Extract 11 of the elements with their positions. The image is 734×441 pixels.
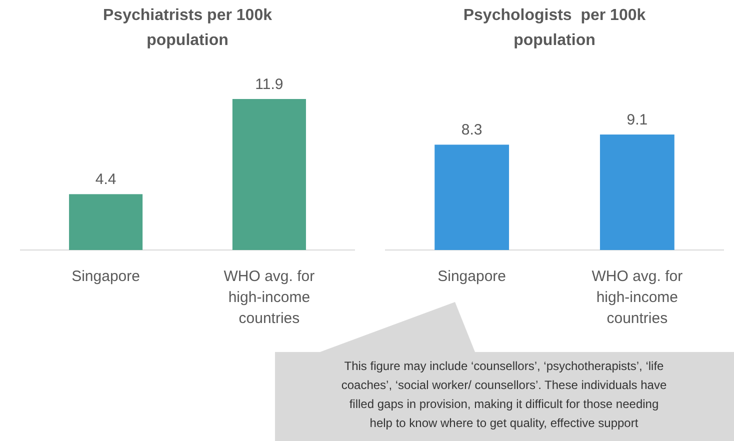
data-label: 4.4 [95,171,116,188]
data-label: 8.3 [461,122,482,139]
data-label: 11.9 [255,76,284,93]
data-label: 9.1 [626,112,648,129]
x-tick-label: WHO avg. for high-income countries [224,268,315,327]
text: This figure may include ‘counsellors’, ‘psychotherapists’, ‘life coaches’, ‘social worker/ counsellors’. These individuals have filled gaps in provision, making it difficult for those needing help to know where to get quality, effective support [341,359,667,430]
x-tick-label: WHO avg. for high-income countries [592,268,683,327]
x-tick-label: Singapore [72,268,140,285]
chart-title: Psychologists per 100k population [463,7,646,49]
chart-title: Psychiatrists per 100k population [103,7,272,49]
x-tick-label: Singapore [438,268,506,285]
